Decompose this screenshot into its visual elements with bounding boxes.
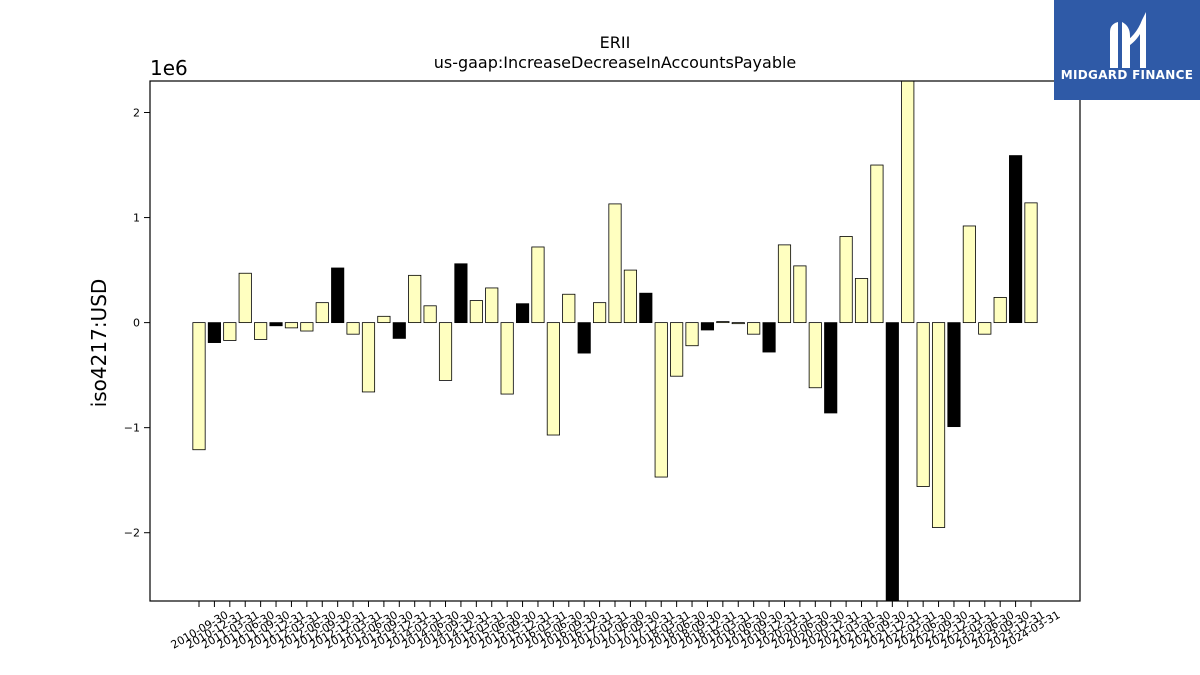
y-tick-label: −1 [124, 422, 140, 435]
brand-logo: MIDGARD FINANCE [1054, 0, 1200, 100]
bar-2016-03-31 [531, 246, 545, 324]
bar-2020-06-30 [793, 265, 807, 324]
bar-2017-09-30 [623, 269, 637, 324]
bar-2018-03-31 [654, 322, 668, 478]
y-axis-label: iso4217:USD [87, 279, 111, 408]
bar-series [192, 80, 1038, 602]
chart-subtitle: us-gaap:IncreaseDecreaseInAccountsPayabl… [434, 53, 797, 72]
bar-2019-09-30 [747, 322, 761, 335]
bar-2023-12-31 [1009, 155, 1023, 324]
bar-2011-06-30 [238, 272, 252, 324]
bar-2023-09-30 [993, 296, 1007, 324]
bar-2021-06-30 [854, 278, 869, 324]
y-tick-label: 1 [133, 212, 140, 225]
bar-2012-09-30 [315, 302, 329, 324]
bar-2022-09-30 [931, 322, 946, 528]
bar-2018-12-31 [700, 322, 715, 331]
bar-2016-12-31 [577, 322, 591, 354]
y-tick-label: −2 [124, 527, 140, 540]
chart-title: ERII [600, 33, 631, 52]
bar-2015-06-30 [485, 287, 499, 324]
bar-2019-03-31 [716, 321, 730, 324]
bar-2014-06-30 [423, 305, 437, 324]
bar-2011-09-30 [254, 322, 268, 340]
bar-2018-06-30 [670, 322, 684, 377]
logo-text: MIDGARD FINANCE [1060, 68, 1194, 82]
bar-2021-12-31 [885, 322, 899, 602]
y-tick-label: 2 [133, 107, 140, 120]
bar-2024-03-31 [1024, 202, 1038, 324]
bar-2022-06-30 [916, 322, 930, 487]
bar-2013-09-30 [377, 315, 391, 324]
y-axis-ticks: −2 −1 0 1 2 [124, 107, 150, 540]
bar-2014-09-30 [438, 322, 453, 381]
y-scale-label: 1e6 [150, 56, 188, 80]
bar-2021-03-31 [839, 236, 853, 324]
bar-2014-12-31 [454, 263, 468, 324]
bar-2017-03-31 [593, 302, 607, 324]
bar-2011-03-31 [223, 322, 237, 341]
bar-2022-03-31 [901, 80, 915, 324]
x-axis-ticks: 2010-09-302010-12-312011-03-312011-06-30… [169, 601, 1063, 652]
bar-2022-12-31 [947, 322, 961, 428]
bar-2011-12-31 [269, 322, 283, 327]
bar-2021-09-30 [870, 164, 884, 324]
bar-2010-09-30 [192, 322, 206, 451]
bar-2012-06-30 [300, 322, 314, 332]
bar-2023-03-31 [962, 225, 976, 324]
bar-2013-03-31 [346, 322, 360, 335]
bar-2010-12-31 [207, 322, 221, 343]
bar-2013-06-30 [361, 322, 376, 393]
plot-frame [149, 80, 1081, 602]
y-tick-label: 0 [133, 317, 140, 330]
bar-2015-09-30 [500, 322, 514, 395]
bar-2017-06-30 [608, 203, 622, 324]
bar-2020-09-30 [808, 322, 822, 389]
bar-2016-06-30 [546, 322, 560, 436]
bar-2012-12-31 [331, 267, 345, 324]
midgard-logo-icon [1110, 12, 1146, 68]
bar-2020-12-31 [824, 322, 838, 414]
bar-2018-09-30 [685, 322, 699, 347]
bar-2019-12-31 [762, 322, 776, 353]
bar-2012-03-31 [284, 322, 299, 329]
bar-2023-06-30 [978, 322, 992, 335]
bar-2019-06-30 [731, 322, 745, 325]
bar-2020-03-31 [777, 244, 792, 324]
bar-2017-12-31 [639, 292, 653, 324]
bar-2015-03-31 [469, 300, 483, 324]
bar-2014-03-31 [408, 274, 422, 324]
bar-2013-12-31 [392, 322, 406, 339]
bar-2015-12-31 [515, 303, 530, 324]
bar-2016-09-30 [562, 293, 576, 324]
